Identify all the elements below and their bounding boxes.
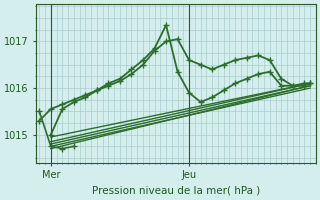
X-axis label: Pression niveau de la mer( hPa ): Pression niveau de la mer( hPa ) xyxy=(92,186,260,196)
